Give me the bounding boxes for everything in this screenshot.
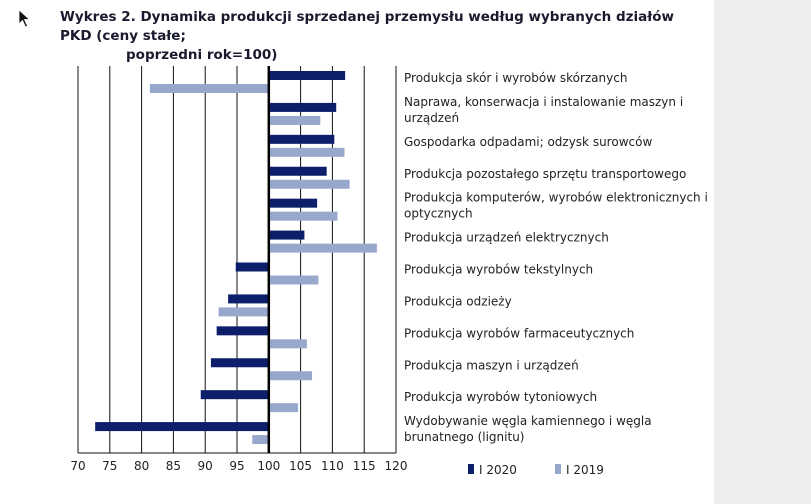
bar-previous-2 [268,115,321,125]
category-label-1: Produkcja skór i wyrobów skórzanych [404,71,627,85]
category-label-5-line-1: Produkcja komputerów, wyrobów elektronic… [404,191,708,205]
category-label-3-line-1: Gospodarka odpadami; odzysk surowców [404,135,652,149]
bar-previous-7 [268,275,319,285]
x-tick-label-120: 120 [385,459,408,473]
category-label-4: Produkcja pozostałego sprzętu transporto… [404,167,686,181]
bar-current-12 [95,422,269,432]
bar-previous-4 [268,179,350,189]
x-tick-label-70: 70 [70,459,85,473]
category-label-12-line-1: Wydobywanie węgla kamiennego i węgla [404,414,652,428]
category-labels: Produkcja skór i wyrobów skórzanych Napra… [404,71,708,444]
bar-previous-8 [218,307,269,317]
bar-previous-5 [268,211,338,221]
category-label-4-line-1: Produkcja pozostałego sprzętu transporto… [404,167,686,181]
category-label-9-line-1: Produkcja wyrobów farmaceutycznych [404,326,634,340]
bar-current-1 [268,71,346,80]
category-label-8-line-1: Produkcja odzieży [404,294,512,308]
legend: I 2020 I 2019 [468,463,604,477]
bar-previous-11 [268,403,299,413]
x-tick-label-105: 105 [289,459,312,473]
bar-previous-12 [252,435,269,445]
bar-current-10 [210,358,269,368]
bar-current-3 [268,134,335,144]
x-tick-label-90: 90 [198,459,213,473]
chart-title-line1: Wykres 2. Dynamika produkcji sprzedanej … [60,9,674,44]
bar-current-6 [268,230,305,240]
bars [95,71,377,445]
bar-current-5 [268,198,318,208]
category-label-12-line-2: brunatnego (lignitu) [404,430,524,444]
category-label-10: Produkcja maszyn i urządzeń [404,358,579,372]
category-label-11: Produkcja wyrobów tytoniowych [404,390,597,404]
chart-title: Wykres 2. Dynamika produkcji sprzedanej … [60,8,710,65]
bar-previous-9 [268,339,307,349]
category-label-7-line-1: Produkcja wyrobów tekstylnych [404,263,593,277]
bar-previous-1 [149,84,269,93]
category-label-10-line-1: Produkcja maszyn i urządzeń [404,358,579,372]
mouse-pointer-icon [18,9,31,28]
x-tick-label-100: 100 [257,459,280,473]
bar-previous-10 [268,371,313,381]
category-label-12: Wydobywanie węgla kamiennego i węgla brun… [404,414,652,444]
x-tick-label-80: 80 [134,459,149,473]
category-label-9: Produkcja wyrobów farmaceutycznych [404,326,634,340]
bar-current-7 [235,262,269,272]
x-tick-label-85: 85 [166,459,181,473]
chart-title-line2: poprzedni rok=100) [126,47,278,63]
legend-label-1: I 2020 [479,463,517,477]
axes [78,66,396,454]
bar-current-9 [216,326,269,336]
legend-swatch-1 [468,464,474,474]
side-panel [714,0,811,504]
x-tick-label-95: 95 [229,459,244,473]
bar-current-4 [268,166,327,176]
category-label-6: Produkcja urządzeń elektrycznych [404,231,609,245]
bar-current-2 [268,102,337,112]
category-label-6-line-1: Produkcja urządzeń elektrycznych [404,231,609,245]
bar-previous-3 [268,147,345,157]
x-axis-ticks: 70 75 80 85 90 95 100 105 110 115 120 [70,459,407,473]
category-label-5-line-2: optycznych [404,207,473,221]
category-label-1-line-1: Produkcja skór i wyrobów skórzanych [404,71,627,85]
category-label-7: Produkcja wyrobów tekstylnych [404,263,593,277]
x-tick-label-110: 110 [321,459,344,473]
bar-previous-6 [268,243,377,253]
category-label-3: Gospodarka odpadami; odzysk surowców [404,135,652,149]
legend-label-2: I 2019 [566,463,604,477]
x-tick-label-115: 115 [353,459,376,473]
category-label-2: Naprawa, konserwacja i instalowanie masz… [404,95,683,125]
legend-swatch-2 [555,464,561,474]
x-tick-label-75: 75 [102,459,117,473]
category-label-5: Produkcja komputerów, wyrobów elektronic… [404,191,708,221]
category-label-2-line-1: Naprawa, konserwacja i instalowanie masz… [404,95,683,109]
bar-current-11 [200,390,269,400]
category-label-8: Produkcja odzieży [404,294,512,308]
category-label-2-line-2: urządzeń [404,111,459,125]
category-label-11-line-1: Produkcja wyrobów tytoniowych [404,390,597,404]
bar-current-8 [228,294,269,304]
